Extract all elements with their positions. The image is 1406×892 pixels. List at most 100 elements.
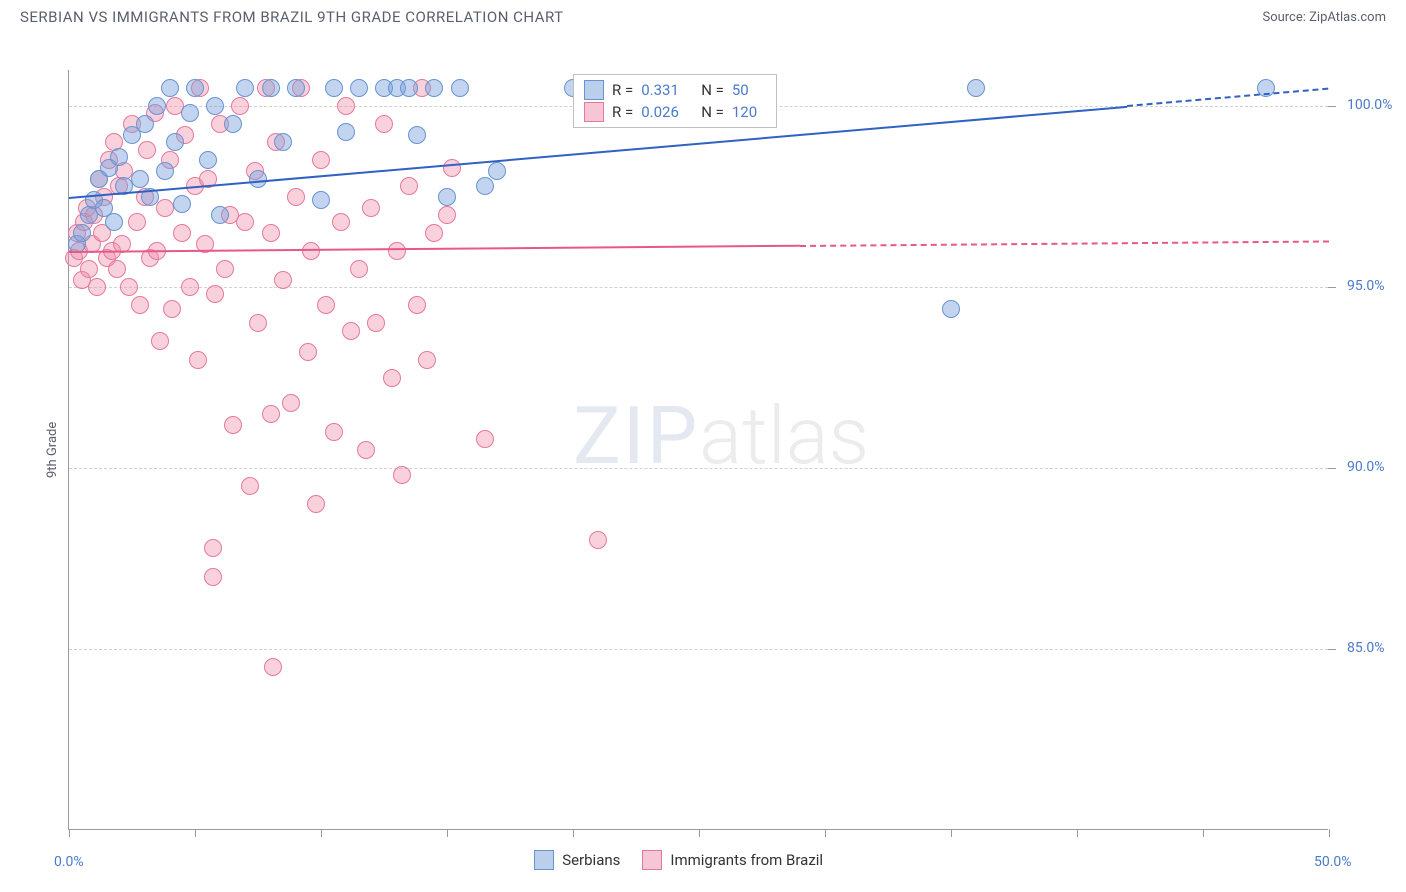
- chart-header: SERBIAN VS IMMIGRANTS FROM BRAZIL 9TH GR…: [0, 0, 1406, 30]
- data-point: [325, 79, 343, 97]
- data-point: [312, 191, 330, 209]
- y-tick: [1328, 468, 1336, 469]
- legend-swatch: [642, 850, 662, 870]
- correlation-row: R =0.026N =120: [584, 101, 766, 123]
- data-point: [136, 115, 154, 133]
- data-point: [438, 206, 456, 224]
- y-tick-label: 85.0%: [1347, 640, 1385, 656]
- data-point: [216, 260, 234, 278]
- data-point: [88, 278, 106, 296]
- legend-swatch: [584, 102, 604, 122]
- x-tick: [1203, 829, 1204, 837]
- legend-item: Immigrants from Brazil: [642, 850, 823, 870]
- data-point: [375, 115, 393, 133]
- data-point: [128, 213, 146, 231]
- data-point: [388, 242, 406, 260]
- data-point: [282, 394, 300, 412]
- r-label: R =: [612, 81, 633, 99]
- data-point: [350, 79, 368, 97]
- x-tick: [1077, 829, 1078, 837]
- chart-container: 85.0%90.0%95.0%100.0%0.0%50.0%9th GradeZ…: [20, 30, 1406, 890]
- x-tick: [321, 829, 322, 837]
- data-point: [163, 300, 181, 318]
- y-tick-label: 100.0%: [1347, 97, 1392, 113]
- data-point: [181, 278, 199, 296]
- legend-item: Serbians: [534, 850, 620, 870]
- data-point: [262, 79, 280, 97]
- data-point: [206, 285, 224, 303]
- data-point: [274, 133, 292, 151]
- data-point: [199, 151, 217, 169]
- correlation-row: R =0.331N =50: [584, 79, 766, 101]
- chart-title: SERBIAN VS IMMIGRANTS FROM BRAZIL 9TH GR…: [20, 8, 564, 26]
- data-point: [156, 162, 174, 180]
- data-point: [443, 159, 461, 177]
- y-tick: [1328, 649, 1336, 650]
- data-point: [262, 405, 280, 423]
- data-point: [400, 177, 418, 195]
- data-point: [166, 133, 184, 151]
- data-point: [241, 477, 259, 495]
- data-point: [138, 141, 156, 159]
- legend-label: Serbians: [562, 851, 620, 869]
- x-tick: [195, 829, 196, 837]
- data-point: [408, 126, 426, 144]
- data-point: [337, 123, 355, 141]
- data-point: [204, 539, 222, 557]
- data-point: [236, 79, 254, 97]
- data-point: [325, 423, 343, 441]
- n-label: N =: [701, 81, 724, 99]
- y-tick: [1328, 287, 1336, 288]
- data-point: [108, 260, 126, 278]
- data-point: [262, 224, 280, 242]
- y-tick-label: 95.0%: [1347, 278, 1385, 294]
- data-point: [264, 658, 282, 676]
- data-point: [418, 351, 436, 369]
- data-point: [476, 177, 494, 195]
- y-tick-label: 90.0%: [1347, 459, 1385, 475]
- data-point: [236, 213, 254, 231]
- data-point: [367, 314, 385, 332]
- data-point: [307, 495, 325, 513]
- plot-area: 85.0%90.0%95.0%100.0%0.0%50.0%9th GradeZ…: [68, 70, 1328, 830]
- data-point: [131, 296, 149, 314]
- x-tick: [447, 829, 448, 837]
- data-point: [224, 115, 242, 133]
- data-point: [342, 322, 360, 340]
- trend-line-dashed: [1127, 88, 1329, 107]
- y-tick: [1328, 106, 1336, 107]
- trend-line: [69, 245, 800, 253]
- r-value: 0.331: [641, 81, 693, 99]
- data-point: [400, 79, 418, 97]
- y-axis-label: 9th Grade: [45, 422, 60, 478]
- data-point: [186, 79, 204, 97]
- source-label: Source: ZipAtlas.com: [1262, 10, 1386, 25]
- data-point: [317, 296, 335, 314]
- data-point: [204, 568, 222, 586]
- data-point: [73, 224, 91, 242]
- data-point: [110, 148, 128, 166]
- data-point: [350, 260, 368, 278]
- gridline: [69, 649, 1328, 650]
- x-tick-label: 0.0%: [54, 854, 84, 870]
- data-point: [206, 97, 224, 115]
- data-point: [287, 188, 305, 206]
- data-point: [383, 369, 401, 387]
- data-point: [80, 260, 98, 278]
- data-point: [231, 97, 249, 115]
- x-tick: [825, 829, 826, 837]
- x-tick: [69, 829, 70, 837]
- r-value: 0.026: [641, 103, 693, 121]
- data-point: [161, 79, 179, 97]
- data-point: [408, 296, 426, 314]
- data-point: [173, 195, 191, 213]
- n-label: N =: [701, 103, 724, 121]
- r-label: R =: [612, 103, 633, 121]
- data-point: [173, 224, 191, 242]
- data-point: [151, 332, 169, 350]
- data-point: [148, 97, 166, 115]
- data-point: [211, 206, 229, 224]
- data-point: [105, 213, 123, 231]
- legend-label: Immigrants from Brazil: [670, 851, 823, 869]
- data-point: [438, 188, 456, 206]
